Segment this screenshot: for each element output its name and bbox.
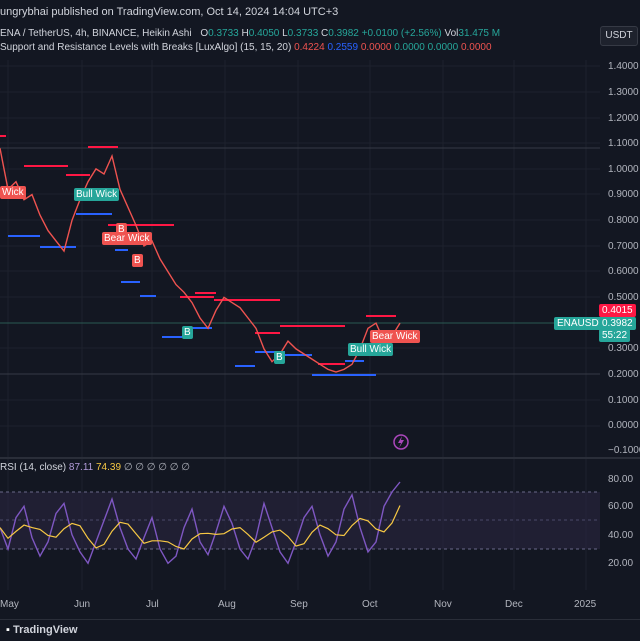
resistance-levels — [0, 135, 396, 365]
low-value: 0.3733 — [287, 28, 319, 39]
support-levels — [8, 213, 376, 376]
b-label: B — [116, 223, 127, 236]
bear-wick-label: Bear Wick — [370, 330, 420, 343]
symbol-legend: ENA / TetherUS, 4h, BINANCE, Heikin Ashi… — [0, 28, 501, 39]
close-value: 0.3982 — [328, 28, 359, 39]
high-value: 0.4050 — [248, 28, 280, 39]
bull-wick-label: Bull Wick — [74, 188, 120, 201]
rsi-value: 87.11 — [68, 462, 94, 473]
indicator-title: Support and Resistance Levels with Break… — [0, 42, 292, 53]
b-label: B — [132, 254, 143, 267]
rsi-ma-value: 74.39 — [96, 462, 122, 473]
rsi-title: RSI (14, close) — [0, 462, 67, 473]
footer-bar: ▪ TradingView — [0, 619, 640, 641]
symbol-title: ENA / TetherUS, 4h, BINANCE, Heikin Ashi — [0, 28, 192, 39]
volume-value: 31.475 M — [458, 28, 501, 39]
tradingview-logo[interactable]: ▪ TradingView — [6, 624, 78, 636]
b-label: B — [182, 326, 193, 339]
published-text: ungrybhai published on TradingView.com, … — [0, 6, 339, 18]
b-label: B — [274, 351, 285, 364]
wick-label: Wick — [0, 186, 26, 199]
change-value: +0.0100 (+2.56%) — [361, 28, 442, 39]
currency-button[interactable]: USDT — [600, 26, 638, 46]
top-bar: ungrybhai published on TradingView.com, … — [0, 0, 640, 22]
bear-wick-label: Bear Wick — [102, 232, 152, 245]
resistance-price-tag: 0.4015 — [599, 304, 636, 317]
price-series-line — [0, 148, 401, 373]
symbol-price-tag: ENAUSDT — [554, 317, 608, 330]
rsi-legend: RSI (14, close) 87.11 74.39 ∅ ∅ ∅ ∅ ∅ ∅ — [0, 462, 190, 473]
bull-wick-label: Bull Wick — [348, 343, 394, 356]
last-price-tag: 0.3982 — [599, 317, 636, 330]
countdown-tag: 55:22 — [599, 329, 631, 342]
rsi-ma-line — [0, 505, 401, 550]
open-value: 0.3733 — [208, 28, 239, 39]
lightning-icon[interactable] — [393, 434, 409, 450]
indicator-legend: Support and Resistance Levels with Break… — [0, 42, 492, 53]
rsi-line — [0, 481, 401, 565]
